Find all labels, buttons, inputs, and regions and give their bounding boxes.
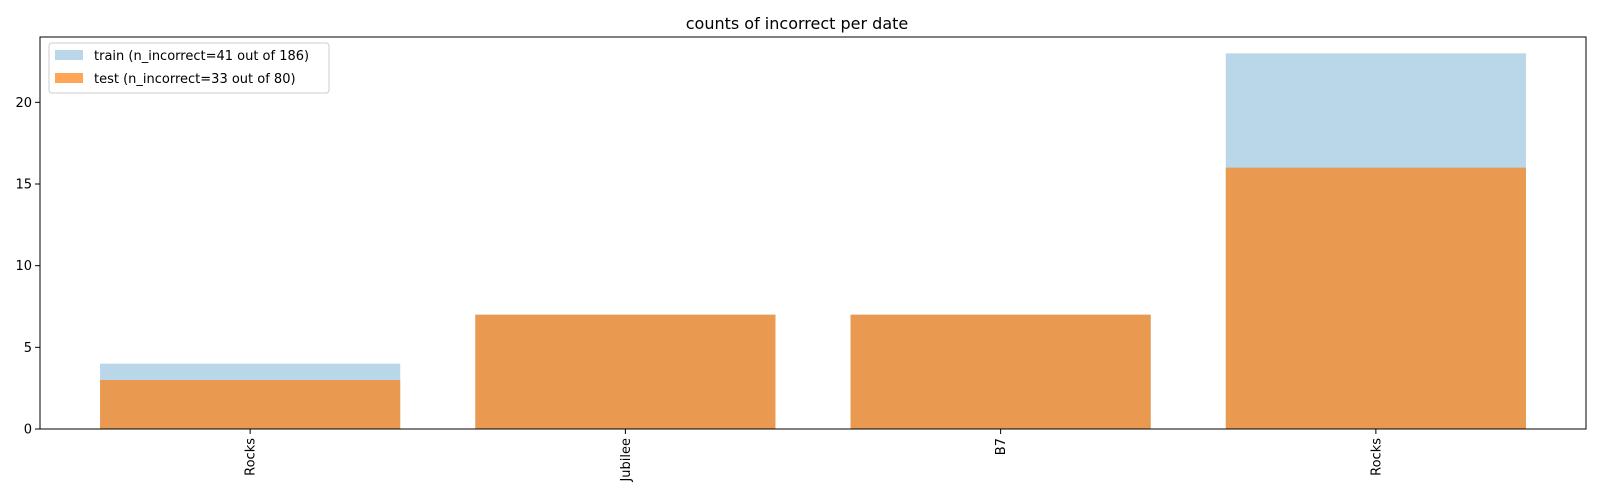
bar-test-0 [100, 380, 401, 429]
x-tick-label: Rocks [244, 438, 259, 476]
x-tick-label: B7 [994, 438, 1009, 455]
legend-swatch-test [55, 73, 83, 83]
bar-test-2 [850, 314, 1151, 429]
y-tick-label: 0 [24, 423, 32, 438]
bar-test-3 [1225, 167, 1526, 429]
y-tick-label: 10 [15, 259, 32, 274]
bar-test-1 [475, 314, 776, 429]
y-tick-label: 15 [15, 178, 32, 193]
y-tick-label: 5 [24, 341, 32, 356]
chart-title: counts of incorrect per date [686, 14, 909, 33]
legend-label-test: test (n_incorrect=33 out of 80) [94, 72, 296, 87]
x-tick-label: Jubilee [619, 438, 634, 483]
bars-layer [100, 53, 1526, 429]
x-axis: Rocks Jubilee B7 Rocks [244, 429, 1384, 483]
legend-box [48, 42, 330, 94]
y-tick-label: 20 [15, 96, 32, 111]
y-axis: 0 5 10 15 20 [15, 96, 40, 438]
plot-frame [39, 36, 1587, 430]
x-tick-label: Rocks [1369, 438, 1384, 476]
legend-label-train: train (n_incorrect=41 out of 186) [94, 49, 309, 64]
legend: train (n_incorrect=41 out of 186) test (… [48, 42, 330, 94]
legend-swatch-train [55, 50, 83, 60]
